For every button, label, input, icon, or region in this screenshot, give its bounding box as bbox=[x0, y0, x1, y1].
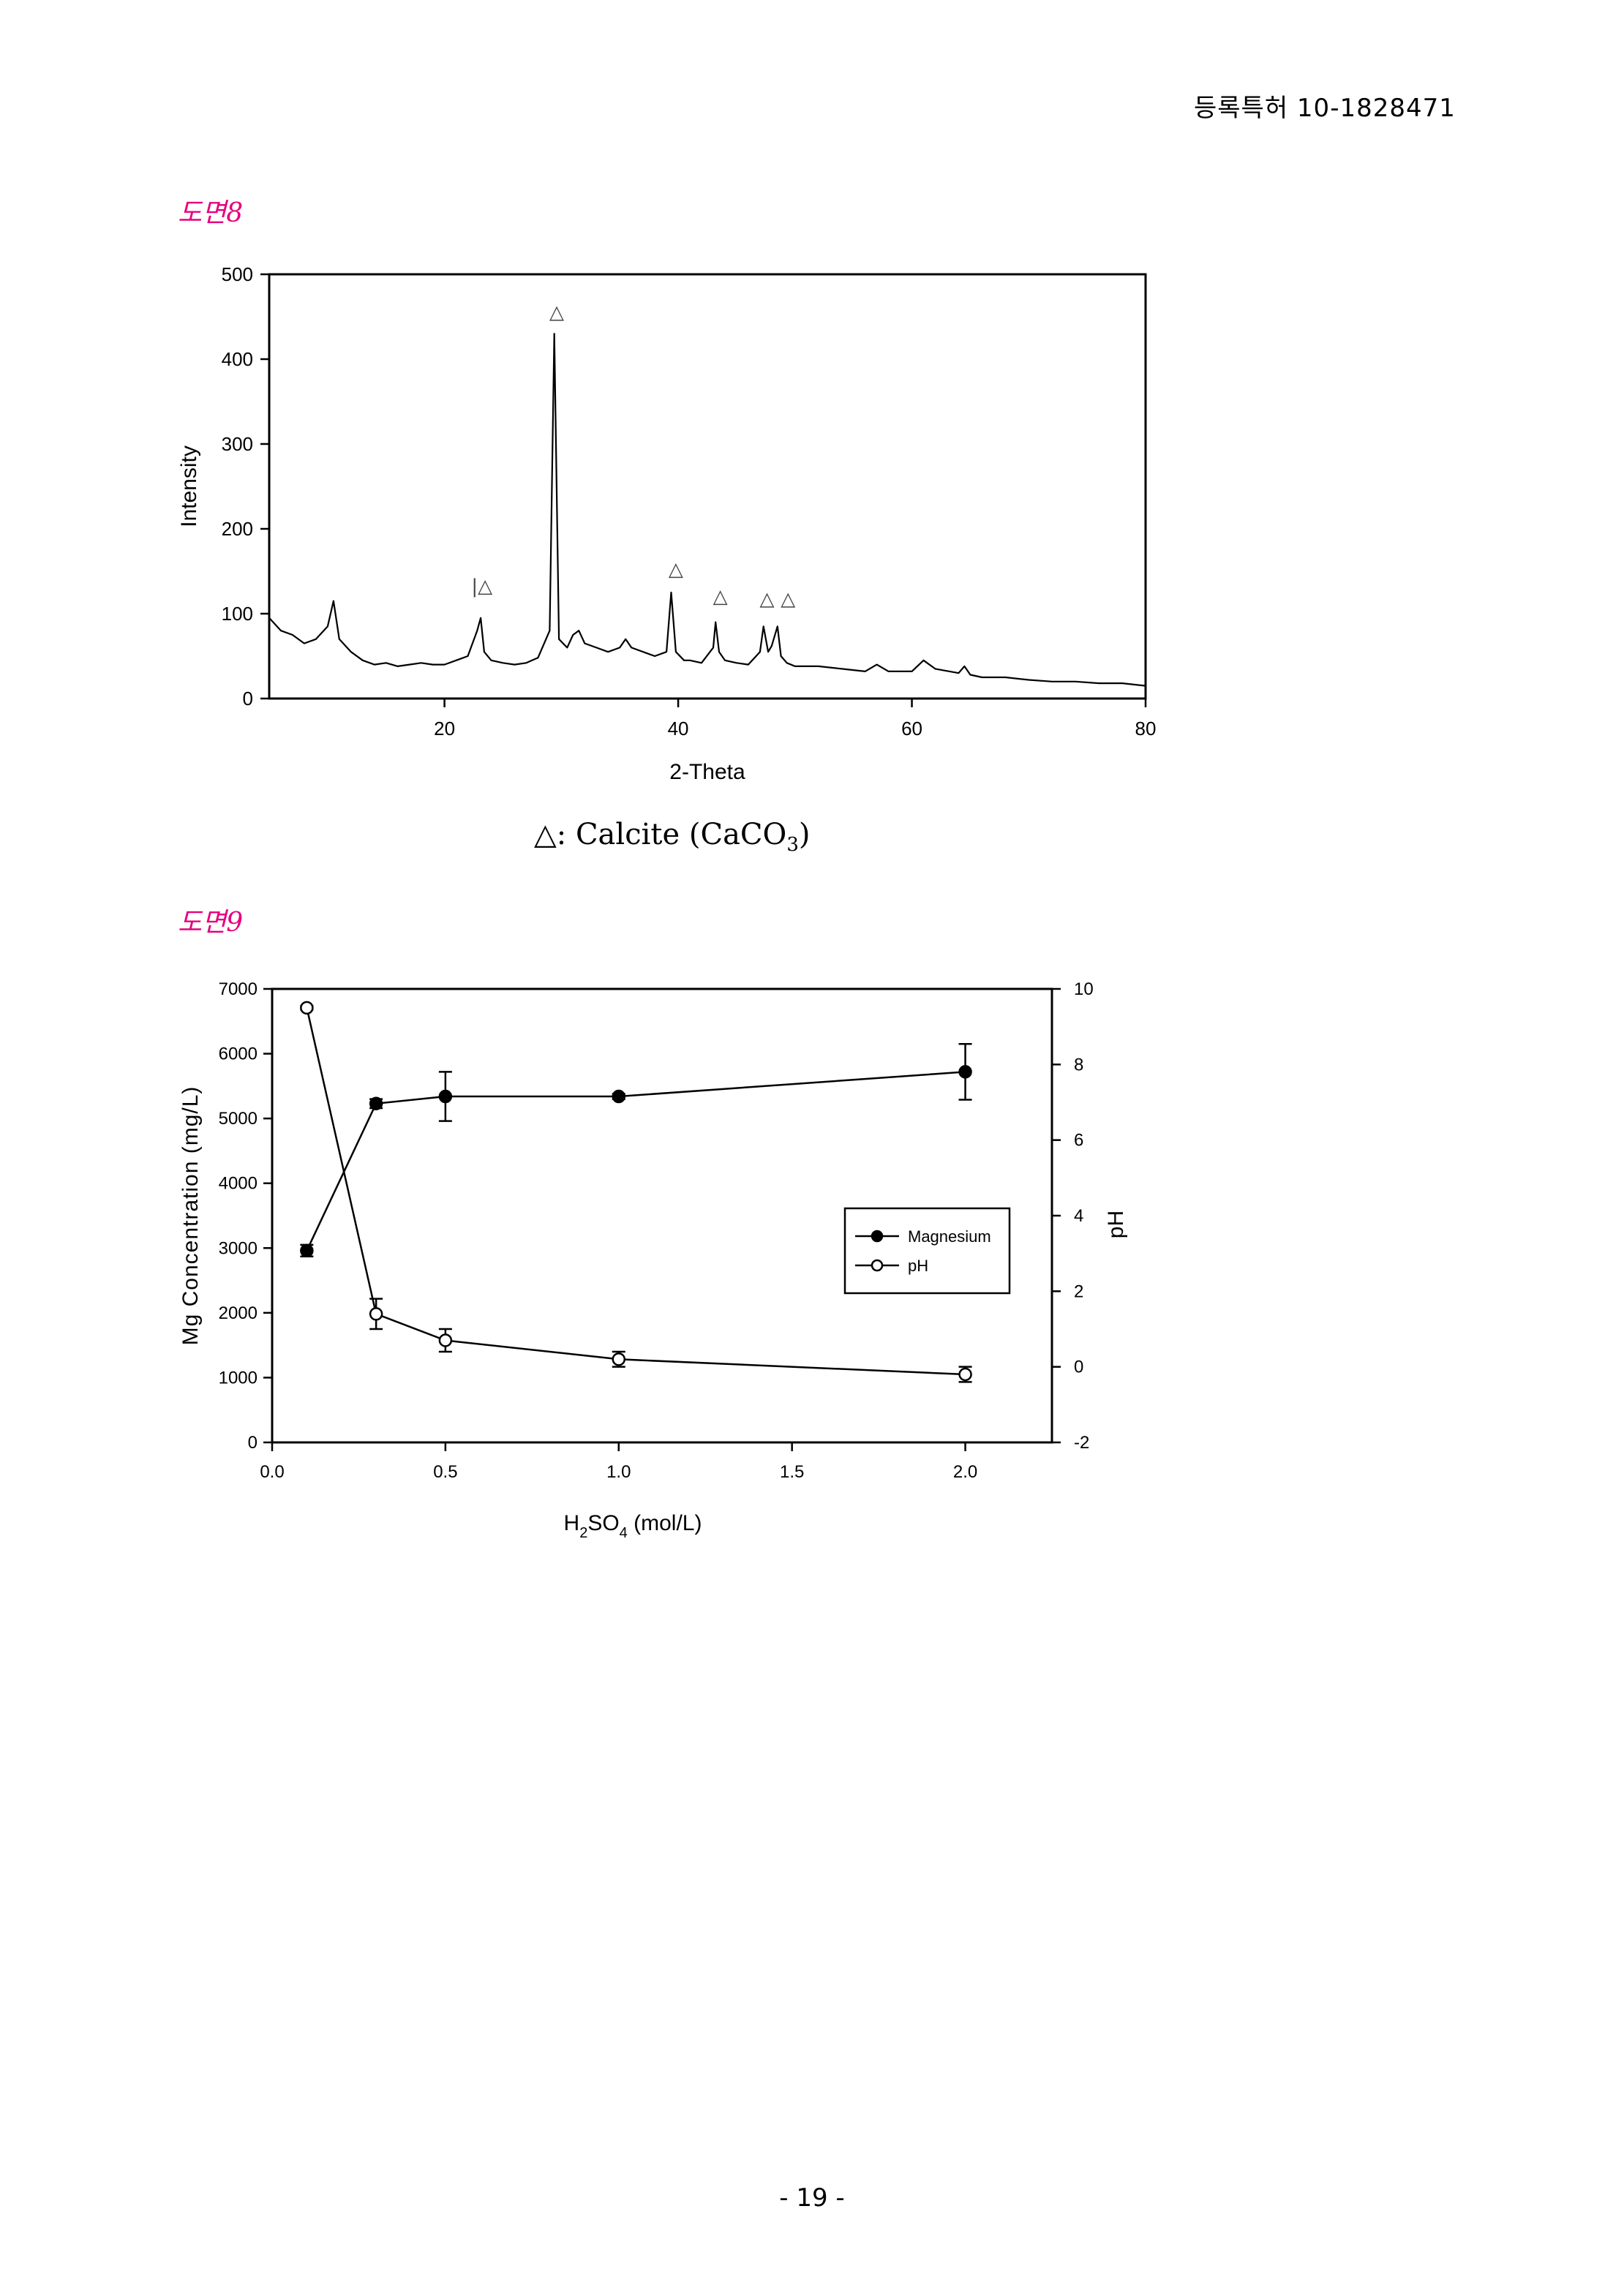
calcite-peak-marker: △ bbox=[759, 588, 774, 610]
y-tick-label: 6000 bbox=[219, 1045, 257, 1064]
calcite-peak-marker: △ bbox=[669, 559, 683, 581]
x-tick-label: 0.0 bbox=[260, 1462, 284, 1482]
y-axis-label: Intensity bbox=[177, 445, 201, 527]
y2-tick-label: 10 bbox=[1074, 979, 1094, 999]
y2-tick-label: 6 bbox=[1074, 1131, 1083, 1151]
legend-label: Magnesium bbox=[908, 1227, 991, 1246]
y-tick-label: 0 bbox=[243, 688, 253, 709]
patent-number: 등록특허 10-1828471 bbox=[1194, 94, 1456, 123]
plot-frame bbox=[268, 273, 1147, 700]
data-point-ph bbox=[300, 1001, 314, 1015]
data-point-ph bbox=[369, 1307, 383, 1321]
xrd-chart: 20 40 60 80 0 100 200 300 400 500 2-Theta Intensity… bbox=[177, 263, 1157, 784]
y2-tick-label: 2 bbox=[1074, 1281, 1083, 1301]
y-tick-label: 200 bbox=[222, 518, 253, 540]
data-point-magnesium bbox=[438, 1089, 453, 1104]
y-axis-label: Mg Concentration (mg/L) bbox=[178, 1086, 203, 1346]
data-point-magnesium bbox=[612, 1089, 626, 1104]
data-point-ph bbox=[612, 1352, 626, 1366]
x-tick-label: 40 bbox=[668, 718, 689, 739]
mg-ph-chart: 0.0 0.5 1.0 1.5 2.0 0 1000 2000 3000 4000 5000 6000… bbox=[178, 979, 1128, 1541]
y-tick-label: 3000 bbox=[219, 1238, 257, 1258]
y-tick-label: 400 bbox=[222, 348, 253, 370]
calcite-peak-marker: △ bbox=[781, 588, 795, 610]
calcite-peak-marker: |△ bbox=[471, 576, 492, 598]
y2-tick-label: 0 bbox=[1074, 1358, 1083, 1377]
data-point-ph bbox=[438, 1333, 453, 1347]
series-line-ph bbox=[306, 1007, 966, 1376]
y-tick-label: 5000 bbox=[219, 1109, 257, 1129]
y-tick-label: 4000 bbox=[219, 1174, 257, 1194]
y-tick-label: 0 bbox=[248, 1433, 257, 1453]
xrd-series-line bbox=[268, 333, 1146, 687]
x-tick-label: 1.0 bbox=[606, 1462, 631, 1482]
calcite-peak-marker: △ bbox=[713, 586, 728, 608]
x-tick-label: 0.5 bbox=[433, 1462, 457, 1482]
x-axis-label: 2-Theta bbox=[669, 760, 745, 784]
y2-tick-label: 4 bbox=[1074, 1206, 1083, 1226]
x-tick-label: 2.0 bbox=[953, 1462, 977, 1482]
legend-marker bbox=[871, 1230, 884, 1243]
y2-tick-label: -2 bbox=[1074, 1433, 1089, 1453]
y-tick-label: 2000 bbox=[219, 1303, 257, 1323]
data-point-magnesium bbox=[958, 1065, 972, 1079]
x-tick-label: 20 bbox=[434, 718, 455, 739]
legend-marker bbox=[871, 1259, 884, 1272]
calcite-peak-marker: △ bbox=[549, 301, 564, 323]
data-point-ph bbox=[958, 1367, 972, 1382]
x-tick-label: 60 bbox=[901, 718, 922, 739]
y-tick-label: 300 bbox=[222, 433, 253, 455]
y2-axis-label: pH bbox=[1104, 1211, 1128, 1238]
y-tick-label: 500 bbox=[222, 263, 253, 285]
x-axis-label: H2SO4 (mol/L) bbox=[564, 1511, 702, 1541]
y-tick-label: 1000 bbox=[219, 1368, 257, 1388]
legend-label: pH bbox=[908, 1257, 928, 1275]
y-tick-label: 7000 bbox=[219, 979, 257, 999]
figure-8-label: 도면8 bbox=[178, 198, 244, 228]
page-number: - 19 - bbox=[779, 2183, 845, 2213]
calcite-legend: △: Calcite (CaCO3) bbox=[534, 818, 811, 856]
y-tick-label: 100 bbox=[222, 603, 253, 625]
x-tick-label: 80 bbox=[1135, 718, 1157, 739]
x-tick-label: 1.5 bbox=[780, 1462, 804, 1482]
figure-9-label: 도면9 bbox=[178, 908, 244, 938]
data-point-magnesium bbox=[369, 1096, 383, 1111]
legend-box bbox=[843, 1207, 1011, 1295]
data-point-magnesium bbox=[300, 1243, 314, 1258]
y2-tick-label: 8 bbox=[1074, 1055, 1083, 1074]
